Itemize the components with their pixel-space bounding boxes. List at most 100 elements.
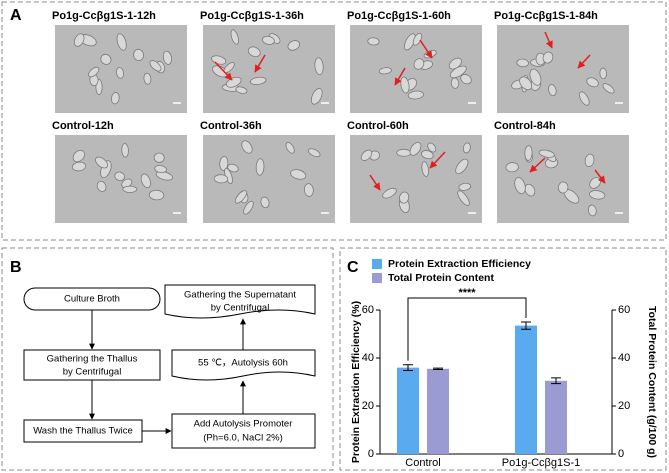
cell	[524, 145, 533, 161]
bar	[427, 368, 449, 454]
cell	[602, 83, 615, 94]
cell	[230, 29, 239, 45]
cell	[586, 77, 599, 88]
cell	[148, 189, 165, 201]
micrograph	[497, 25, 629, 113]
cell	[427, 142, 437, 153]
red-arrow	[369, 174, 381, 191]
image-caption: Control-36h	[200, 120, 262, 132]
cell	[96, 180, 107, 192]
cell	[455, 158, 469, 175]
cell	[538, 149, 555, 158]
cell	[303, 183, 314, 197]
x-tick-label: Po1g-Ccβg1S-1	[502, 457, 580, 469]
node-label: by Centrifugal	[211, 303, 270, 314]
cell	[285, 142, 295, 154]
legend-swatch	[372, 259, 382, 269]
cell	[116, 67, 124, 79]
cell	[314, 57, 324, 76]
cell	[235, 86, 248, 94]
cell	[450, 77, 460, 89]
cell	[162, 50, 172, 65]
cell	[100, 53, 112, 65]
cell	[449, 65, 467, 79]
cell	[457, 190, 470, 206]
cell	[243, 200, 254, 215]
red-arrow	[544, 31, 553, 49]
cell	[71, 161, 87, 172]
legend-label: Total Protein Content	[388, 272, 494, 284]
node-label: Wash the Thallus Twice	[33, 426, 133, 437]
image-caption: Control-12h	[52, 120, 114, 132]
cell	[378, 67, 393, 75]
cell	[95, 156, 109, 169]
x-tick-label: Control	[405, 457, 440, 469]
cell	[219, 156, 229, 171]
node-label: Add Autolysis Promoter	[194, 419, 293, 430]
cell	[524, 183, 536, 197]
cell	[88, 66, 100, 78]
error-bar	[551, 377, 561, 385]
significance: ****	[458, 287, 476, 299]
legend-swatch	[372, 273, 382, 283]
panel-label: C	[347, 259, 359, 276]
cell	[579, 91, 590, 106]
cell	[460, 74, 472, 85]
cell	[249, 76, 267, 85]
red-arrow	[254, 54, 266, 73]
cell	[409, 142, 422, 156]
cell	[114, 171, 126, 182]
cell	[307, 148, 321, 158]
error-bar	[433, 367, 443, 371]
cell	[382, 187, 397, 199]
cell	[360, 149, 373, 161]
error-bar	[521, 321, 531, 330]
red-arrow	[419, 39, 433, 59]
red-arrow	[214, 61, 233, 81]
cell	[143, 72, 152, 85]
cell	[396, 148, 412, 157]
cell	[255, 158, 265, 176]
cell	[542, 51, 554, 64]
cell	[399, 191, 410, 204]
cell	[421, 161, 429, 177]
panel-c-frame	[339, 247, 667, 471]
flowchart: Culture Broth Gathering the Thallus by C…	[23, 284, 316, 449]
red-arrow	[594, 169, 606, 184]
cell	[505, 162, 519, 173]
y2-tick-label: 60	[618, 304, 630, 316]
cell	[458, 182, 472, 191]
cell	[133, 48, 144, 62]
y2-axis-title: Total Protein Content (g/100 g)	[646, 306, 658, 458]
y-axis-title: Protein Extraction Efficiency (%)	[350, 301, 362, 463]
cell	[529, 68, 542, 86]
node-box	[23, 349, 161, 381]
cell	[519, 76, 533, 91]
cell	[153, 152, 165, 163]
node-box	[171, 413, 316, 449]
image-caption: Control-60h	[347, 120, 409, 132]
image-caption: Po1g-Ccβg1S-1-12h	[52, 10, 156, 22]
bar	[545, 380, 567, 454]
cell	[587, 204, 597, 217]
node-label: 55 ℃，Autolysis 60h	[198, 358, 288, 369]
y-tick-label: 0	[368, 448, 374, 460]
cell	[514, 177, 526, 195]
cell	[261, 35, 275, 45]
cell	[154, 165, 167, 174]
cell	[213, 174, 229, 184]
node-label: (Ph=6.0, NaCl 2%)	[203, 433, 282, 444]
cell	[234, 190, 248, 204]
image-caption: Po1g-Ccβg1S-1-36h	[200, 10, 304, 22]
panel-a-frame	[1, 1, 667, 241]
red-arrow	[529, 157, 546, 173]
y2-tick-label: 20	[618, 400, 630, 412]
cell	[227, 163, 239, 173]
cell	[241, 140, 253, 154]
cell	[111, 92, 120, 105]
y-tick-label: 60	[362, 304, 374, 316]
cell	[421, 150, 434, 160]
cell	[72, 149, 86, 163]
cell	[73, 33, 85, 47]
cell	[413, 58, 425, 70]
